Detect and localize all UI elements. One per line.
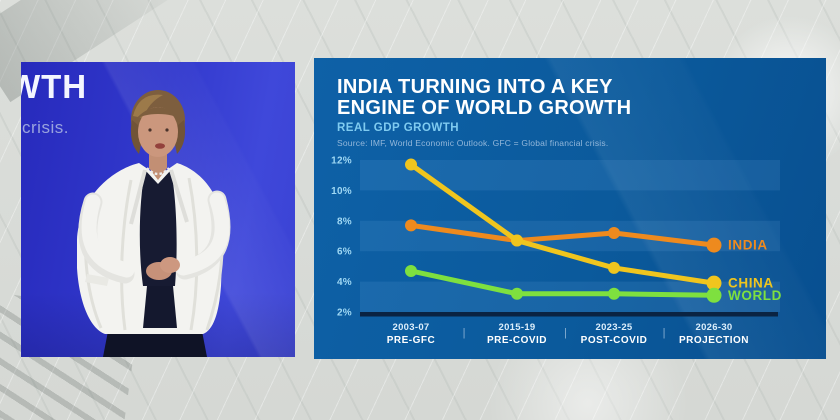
chart-title-line2: ENGINE OF WORLD GROWTH (337, 97, 632, 119)
x-tick-separator: | (663, 327, 666, 339)
x-tick-period: PROJECTION (679, 335, 749, 346)
x-tick-separator: | (564, 327, 567, 339)
chart-source-note: Source: IMF, World Economic Outlook. GFC… (337, 138, 609, 148)
y-tick-label: 8% (337, 216, 352, 227)
speaker-mouth (155, 143, 165, 149)
data-point-world (608, 287, 620, 300)
series-line-world (408, 268, 717, 298)
speaker-dark-waist (143, 286, 177, 328)
x-tick-year: 2023-25 (596, 322, 633, 333)
series-line-china (408, 162, 717, 286)
y-tick-label: 4% (337, 277, 352, 288)
chart-title-line1: INDIA TURNING INTO A KEY (337, 76, 613, 98)
gdp-growth-line-chart: 12% 10% 8% 6% 4% 2% 2003-07 PRE-GFC | 2015-19 PRE-… (331, 156, 782, 347)
y-tick-label: 12% (331, 156, 352, 167)
data-point-world (511, 287, 523, 300)
speaker-eye-right (165, 128, 169, 132)
data-point-india (405, 219, 417, 232)
jacket-pocket (85, 274, 109, 286)
speaker-eye-left (148, 128, 152, 132)
data-point-world (706, 287, 722, 303)
speaker-necklace (146, 167, 170, 176)
chart-title: INDIA TURNING INTO A KEY ENGINE OF WORLD… (337, 77, 631, 119)
data-point-china (706, 275, 722, 291)
legend-label-china: CHINA (728, 276, 774, 291)
series-line-india (408, 222, 717, 248)
legend-label-india: INDIA (728, 238, 768, 253)
data-point-china (608, 261, 620, 274)
data-point-world (405, 264, 417, 277)
data-point-china (511, 234, 523, 247)
data-point-china (405, 158, 417, 171)
y-tick-label: 10% (331, 186, 352, 197)
x-tick-period: PRE-COVID (487, 335, 547, 346)
x-tick-separator: | (463, 327, 466, 339)
y-tick-label: 2% (337, 308, 352, 319)
jacket-lapels (129, 169, 189, 225)
speaker-fringe (135, 107, 181, 120)
x-tick-year: 2015-19 (499, 322, 536, 333)
speaker-dark-top (139, 170, 177, 286)
speaker-face (138, 107, 178, 157)
x-axis-bar (360, 312, 778, 317)
speaker-hand-right (160, 257, 180, 273)
y-tick-label: 6% (337, 247, 352, 258)
chart-slide-panel: INDIA TURNING INTO A KEY ENGINE OF WORLD… (314, 58, 826, 359)
speaker-figure (77, 90, 231, 357)
data-point-india (706, 237, 722, 253)
x-tick-period: PRE-GFC (387, 335, 436, 346)
data-point-india (608, 226, 620, 239)
x-tick-period: POST-COVID (581, 335, 648, 346)
x-tick-year: 2003-07 (393, 322, 430, 333)
legend-label-world: WORLD (728, 288, 782, 303)
x-tick-year: 2026-30 (696, 322, 733, 333)
speaker-neck (149, 150, 167, 180)
slide-subtitle-fragment: crisis. (22, 118, 69, 137)
speaker-hair-highlight (133, 94, 163, 118)
right-arm (175, 192, 230, 276)
left-arm (81, 194, 135, 278)
chart-subtitle: REAL GDP GROWTH (337, 122, 460, 134)
speaker-video-frame: WTH crisis. (21, 62, 295, 357)
